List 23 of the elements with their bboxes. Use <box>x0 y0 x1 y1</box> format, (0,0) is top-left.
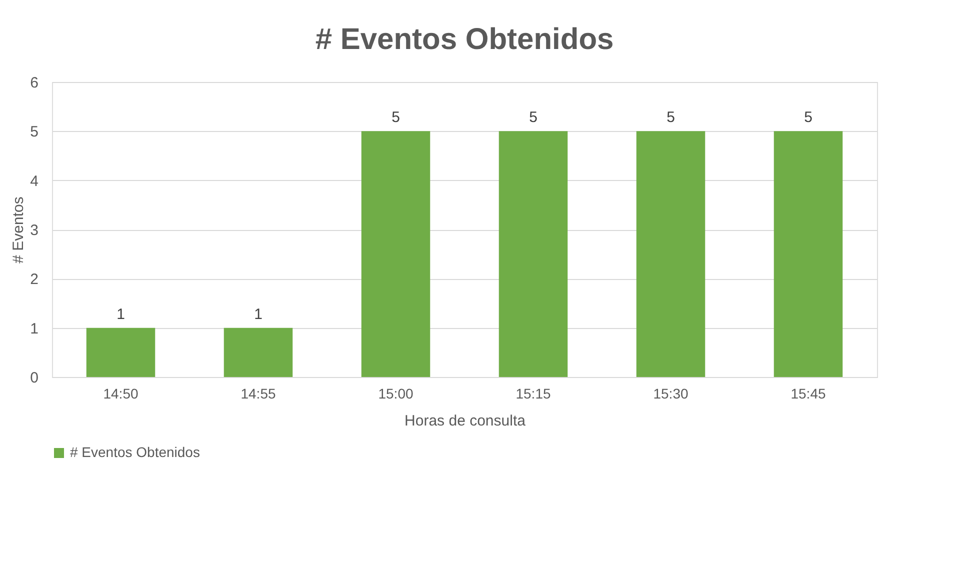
x-tick-label: 15:15 <box>516 386 551 402</box>
y-tick-label: 3 <box>30 222 38 239</box>
x-tick-label: 15:30 <box>653 386 688 402</box>
legend-label: # Eventos Obtenidos <box>70 444 200 460</box>
y-axis-title: # Eventos <box>10 196 28 264</box>
data-label: 5 <box>666 109 675 126</box>
chart-title: # Eventos Obtenidos <box>315 23 614 56</box>
y-tick-label: 0 <box>30 370 38 386</box>
x-tick-label: 15:45 <box>790 386 826 402</box>
y-tick-label: 1 <box>30 320 38 338</box>
data-label: 5 <box>529 109 538 126</box>
x-axis-title: Horas de consulta <box>404 412 526 430</box>
data-label: 1 <box>254 306 262 323</box>
data-label: 5 <box>804 109 812 126</box>
data-label: 5 <box>392 109 400 126</box>
x-tick-label: 14:50 <box>103 386 138 402</box>
y-tick-label: 4 <box>30 172 38 190</box>
x-tick-label: 14:55 <box>240 386 276 402</box>
y-tick-label: 5 <box>30 124 38 141</box>
y-tick-label: 2 <box>30 271 38 288</box>
x-tick-label: 15:00 <box>378 386 414 402</box>
data-label: 1 <box>116 306 125 323</box>
y-tick-label: 6 <box>30 74 38 92</box>
